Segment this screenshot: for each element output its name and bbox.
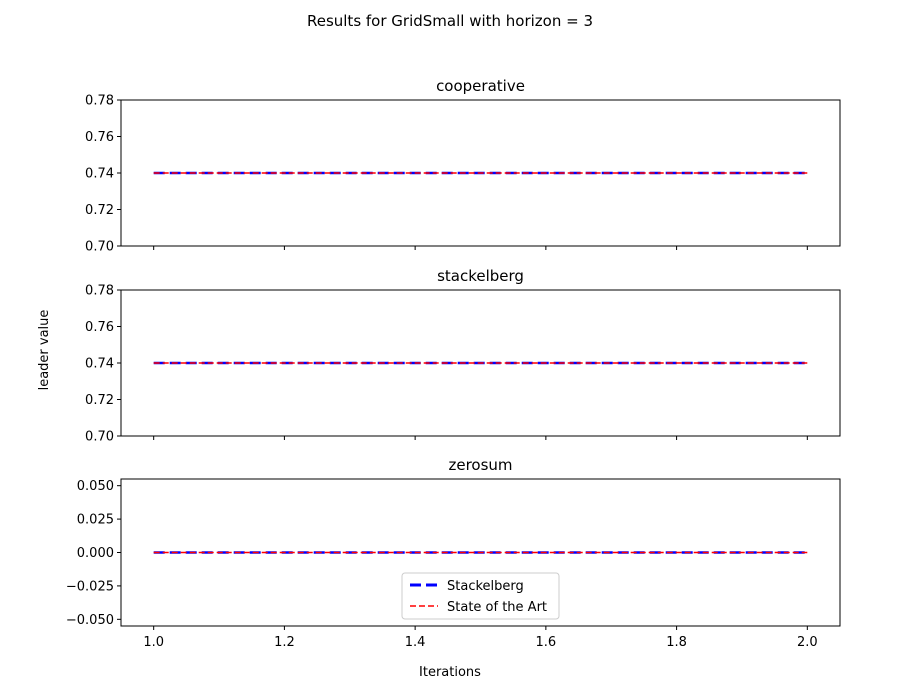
y-tick-label: 0.70 xyxy=(85,240,114,255)
y-tick-label: 0.76 xyxy=(85,130,114,145)
legend-label-state-of-the-art: State of the Art xyxy=(447,600,547,615)
x-tick-label: 1.6 xyxy=(536,635,557,650)
x-tick-label: 1.0 xyxy=(143,635,164,650)
legend-frame xyxy=(401,572,560,620)
figure-suptitle: Results for GridSmall with horizon = 3 xyxy=(307,12,593,30)
subplot-panels: cooperative0.700.720.740.760.78stackelbe… xyxy=(66,77,841,650)
y-axis-label: leader value xyxy=(37,310,52,391)
subplot-title: zerosum xyxy=(448,456,512,474)
x-tick-label: 1.4 xyxy=(405,635,426,650)
subplot-zerosum: zerosum −0.050 −0.025 0.000 0.025 0.050 1.0 1.2… xyxy=(66,456,841,650)
y-tick-label: 0.000 xyxy=(77,546,114,561)
x-tick-label: 2.0 xyxy=(797,635,818,650)
y-tick-label: 0.74 xyxy=(85,167,114,182)
x-tick-label: 1.8 xyxy=(666,635,687,650)
y-tick-label: 0.050 xyxy=(77,479,114,494)
subplot-stackelberg: stackelberg 0.70 0.72 0.74 0.76 0.78 xyxy=(85,267,841,445)
x-tick-label: 1.2 xyxy=(274,635,295,650)
y-tick-label: 0.72 xyxy=(85,393,114,408)
legend-label-stackelberg: Stackelberg xyxy=(447,579,524,594)
subplot-title: stackelberg xyxy=(437,267,524,285)
y-tick-label: 0.72 xyxy=(85,203,114,218)
y-tick-label: 0.70 xyxy=(85,430,114,445)
y-tick-label: 0.74 xyxy=(85,357,114,372)
y-tick-label: 0.78 xyxy=(85,94,114,109)
subplot-cooperative: cooperative 0.70 0.72 0.74 0.76 0.78 xyxy=(85,77,841,255)
legend: Stackelberg State of the Art xyxy=(401,572,560,620)
y-tick-label: 0.025 xyxy=(77,513,114,528)
y-tick-label: 0.78 xyxy=(85,284,114,299)
y-tick-label: −0.025 xyxy=(66,579,114,594)
y-tick-label: −0.050 xyxy=(66,613,114,628)
subplot-title: cooperative xyxy=(436,77,525,95)
x-axis-label: Iterations xyxy=(419,665,481,680)
y-tick-label: 0.76 xyxy=(85,320,114,335)
